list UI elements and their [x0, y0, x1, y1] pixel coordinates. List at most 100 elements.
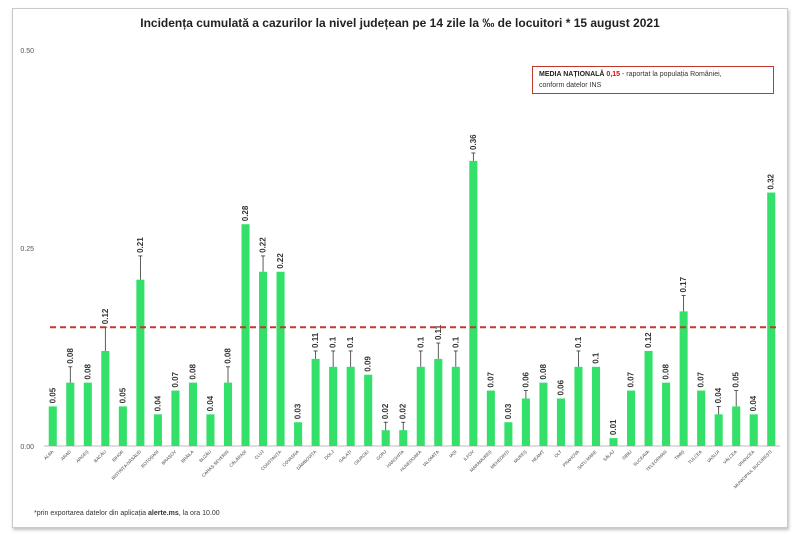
- data-label: 0.03: [504, 403, 513, 419]
- data-label: 0.07: [486, 371, 495, 387]
- bar: [223, 382, 233, 446]
- national-average-legend: MEDIA NAȚIONALĂ 0,15 - raportat la popul…: [532, 66, 774, 94]
- bar: [697, 390, 706, 446]
- category-label: IAȘI: [448, 449, 457, 458]
- category-label: VÂLCEA: [722, 449, 738, 465]
- bar: [188, 382, 197, 446]
- category-label: SUCEAVA: [632, 449, 650, 467]
- bar: [521, 398, 530, 446]
- bar: [679, 311, 688, 446]
- bar: [574, 366, 583, 446]
- bar: [662, 382, 671, 446]
- bar: [136, 279, 145, 446]
- bar: [767, 192, 776, 446]
- category-label: BRĂILA: [180, 449, 195, 464]
- footnote: *prin exportarea datelor din aplicația a…: [34, 510, 220, 517]
- bar: [48, 406, 57, 446]
- bar: [83, 382, 92, 446]
- category-label: GORJ: [375, 449, 387, 461]
- data-label: 0.09: [364, 356, 373, 372]
- data-label: 0.05: [48, 387, 57, 403]
- bar: [451, 366, 460, 446]
- data-label: 0.1: [346, 336, 355, 348]
- category-label: ILFOV: [463, 449, 476, 462]
- data-label: 0.32: [767, 173, 776, 189]
- bar: [749, 414, 758, 446]
- bar: [539, 382, 548, 446]
- legend-line-2: conform datelor INS: [539, 82, 602, 89]
- data-label: 0.04: [153, 395, 162, 411]
- legend-line-1: MEDIA NAȚIONALĂ 0,15 - raportat la popul…: [539, 69, 767, 80]
- data-label: 0.1: [451, 336, 460, 348]
- bar: [609, 438, 618, 446]
- bar: [259, 271, 268, 446]
- data-label: 0.22: [259, 237, 268, 253]
- data-label: 0.08: [83, 364, 92, 380]
- category-label: ARGEȘ: [75, 449, 89, 463]
- bar: [118, 406, 127, 446]
- category-label: BRAȘOV: [161, 449, 178, 466]
- data-label: 0.01: [609, 419, 618, 435]
- bar: [399, 430, 408, 446]
- footnote-prefix: *prin exportarea datelor din aplicația: [34, 510, 149, 517]
- bar: [732, 406, 741, 446]
- bar: [311, 358, 320, 446]
- bar: [469, 160, 478, 446]
- data-label: 0.03: [294, 403, 303, 419]
- category-label: MUREȘ: [513, 449, 528, 464]
- category-label: NEAMȚ: [531, 449, 546, 464]
- bar: [416, 366, 425, 446]
- category-label: TULCEA: [687, 449, 703, 465]
- data-label: 0.11: [311, 332, 320, 348]
- category-label: IALOMIȚA: [422, 449, 440, 467]
- data-label: 0.07: [171, 371, 180, 387]
- data-label: 0.04: [714, 387, 723, 403]
- bar: [714, 414, 723, 446]
- data-label: 0.17: [679, 276, 688, 292]
- bar: [276, 271, 285, 446]
- y-tick-label: 0.00: [20, 444, 34, 451]
- data-label: 0.07: [697, 371, 706, 387]
- data-label: 0.12: [644, 332, 653, 348]
- bar: [206, 414, 215, 446]
- category-label: BIHOR: [111, 449, 124, 462]
- data-label: 0.08: [662, 364, 671, 380]
- bar: [153, 414, 162, 446]
- category-label: BACĂU: [93, 449, 107, 463]
- data-label: 0.11: [434, 324, 443, 340]
- bar: [346, 366, 355, 446]
- category-label: SĂLAJ: [602, 449, 615, 462]
- category-label: VASLUI: [706, 449, 720, 463]
- bar: [591, 366, 601, 446]
- bar: [486, 390, 495, 446]
- y-tick-label: 0.25: [20, 246, 34, 253]
- data-label: 0.1: [329, 336, 338, 348]
- data-label: 0.21: [136, 237, 145, 253]
- bar: [644, 350, 653, 446]
- bar: [627, 390, 636, 446]
- data-label: 0.08: [188, 364, 197, 380]
- category-label: TIMIȘ: [674, 449, 686, 461]
- legend-value: 0,15: [606, 71, 621, 78]
- data-label: 0.28: [241, 205, 250, 221]
- data-label: 0.05: [118, 387, 127, 403]
- data-label: 0.12: [101, 308, 110, 324]
- category-label: CĂLĂRAȘI: [228, 449, 247, 468]
- data-label: 0.1: [574, 336, 583, 348]
- legend-text: - raportat la populația României,: [620, 71, 722, 78]
- data-label: 0.08: [66, 348, 75, 364]
- data-label: 0.1: [416, 336, 425, 348]
- footnote-app: alerte.ms: [148, 510, 179, 517]
- data-label: 0.06: [521, 371, 530, 387]
- data-label: 0.08: [539, 364, 548, 380]
- category-label: ALBA: [43, 449, 55, 461]
- data-label: 0.1: [592, 352, 601, 364]
- bar: [364, 374, 373, 446]
- data-label: 0.04: [206, 395, 215, 411]
- bar: [101, 350, 110, 446]
- legend-prefix: MEDIA NAȚIONALĂ: [539, 71, 605, 78]
- category-label: GIURGIU: [353, 449, 370, 466]
- category-label: DOLJ: [323, 449, 334, 460]
- data-label: 0.04: [749, 395, 758, 411]
- category-label: CLUJ: [253, 449, 264, 460]
